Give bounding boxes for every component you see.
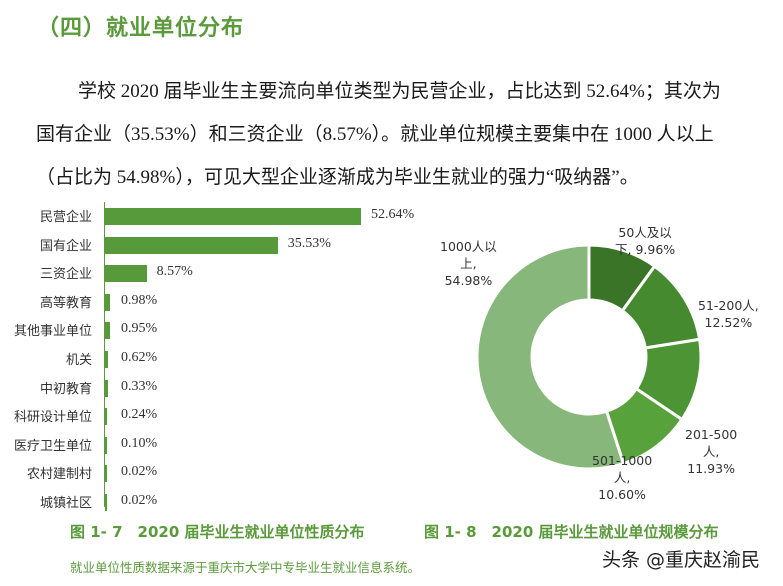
category-label: 城镇社区	[39, 496, 92, 511]
slice-label: 50人及以 下, 9.96%	[615, 225, 676, 257]
category-label: 国有企业	[39, 238, 92, 254]
value-label: 52.64%	[371, 207, 415, 222]
slice-label: 51-200人, 12.52%	[698, 298, 759, 330]
figure-caption-1-8: 图 1- 8 2020 届毕业生就业单位规模分布	[424, 523, 719, 541]
bar	[105, 408, 107, 426]
bar	[105, 494, 107, 511]
slice-label: 501-1000 人, 10.60%	[592, 453, 653, 502]
section-title: （四）就业单位分布	[37, 16, 245, 41]
category-label: 农村建制村	[26, 467, 92, 483]
bar	[105, 293, 110, 311]
value-label: 0.95%	[121, 321, 158, 337]
bar	[105, 265, 147, 283]
value-label: 35.53%	[287, 235, 331, 251]
value-label: 0.33%	[121, 378, 158, 394]
slice-label: 201-500 人, 11.93%	[685, 427, 738, 476]
value-label: 0.02%	[121, 464, 158, 480]
category-label: 高等教育	[39, 295, 92, 311]
category-label: 机关	[65, 353, 92, 368]
bar-row: 医疗卫生单位 0.10%	[0, 431, 440, 459]
donut-slice	[475, 243, 626, 471]
bar-row: 三资企业 8.57%	[0, 259, 440, 287]
value-label: 0.24%	[121, 407, 158, 423]
bar-row: 农村建制村 0.02%	[0, 459, 440, 487]
bar-row: 高等教育 0.98%	[0, 288, 440, 316]
unit-nature-bar-chart: 民营企业 52.64% 国有企业 35.53% 三资企业 8.57% 高等教育 0.98% 其他…	[0, 202, 440, 511]
bar	[105, 379, 108, 397]
category-label: 科研设计单位	[13, 410, 92, 426]
bar	[105, 236, 278, 254]
bar	[105, 322, 110, 340]
paragraph-line-2: 国有企业（35.53%）和三资企业（8.57%）。就业单位规模主要集中在 100…	[36, 124, 714, 145]
bar-row: 城镇社区 0.02%	[0, 488, 440, 516]
bar-row: 科研设计单位 0.24%	[0, 402, 440, 430]
source-note: 就业单位性质数据来源于重庆市大学中专毕业生就业信息系统。	[70, 560, 421, 575]
bar-row: 民营企业 52.64%	[0, 202, 440, 230]
category-label: 中初教育	[39, 381, 92, 397]
bar-row: 机关 0.62%	[0, 345, 440, 373]
bar-row: 中初教育 0.33%	[0, 374, 440, 402]
slice-label: 1000人以 上, 54.98%	[440, 239, 497, 288]
category-label: 民营企业	[39, 210, 92, 225]
category-label: 医疗卫生单位	[13, 438, 92, 454]
value-label: 0.10%	[121, 435, 158, 451]
summary-paragraph: 学校 2020 届毕业生主要流向单位类型为民营企业，占比达到 52.64%；其次…	[36, 70, 756, 199]
value-label: 0.02%	[121, 493, 158, 508]
donut-svg	[475, 243, 703, 471]
bar	[105, 465, 107, 483]
bar	[105, 436, 107, 454]
value-label: 0.98%	[121, 292, 158, 308]
value-label: 8.57%	[156, 264, 193, 280]
watermark: 头条 @重庆赵渝民	[602, 549, 761, 571]
bar	[105, 351, 108, 368]
value-label: 0.62%	[121, 350, 158, 365]
unit-scale-donut-chart: 50人及以 下, 9.96% 51-200人, 12.52% 201-500 人, 11.9…	[430, 200, 783, 510]
category-label: 三资企业	[39, 267, 92, 283]
figure-caption-1-7: 图 1- 7 2020 届毕业生就业单位性质分布	[70, 523, 365, 541]
y-axis-line	[104, 202, 105, 507]
category-label: 其他事业单位	[13, 324, 92, 340]
paragraph-line-3: （占比为 54.98%），可见大型企业逐渐成为毕业生就业的强力“吸纳器”。	[36, 167, 639, 188]
bar-row: 国有企业 35.53%	[0, 231, 440, 259]
bar-row: 其他事业单位 0.95%	[0, 316, 440, 344]
paragraph-line-1: 学校 2020 届毕业生主要流向单位类型为民营企业，占比达到 52.64%；其次…	[78, 81, 721, 102]
bar	[105, 208, 361, 225]
